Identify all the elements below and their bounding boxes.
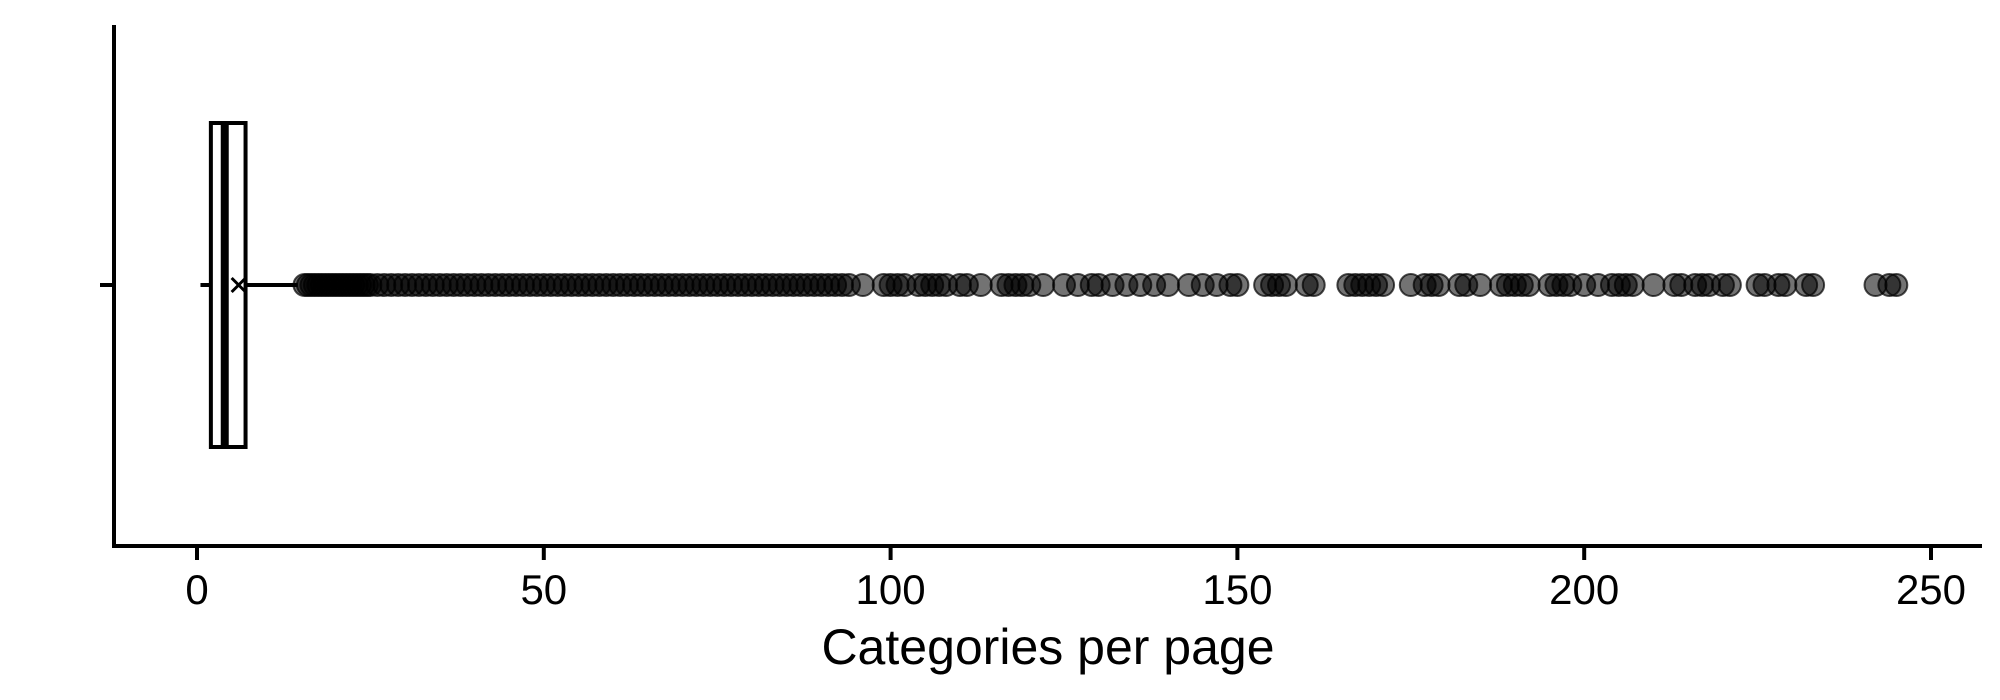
x-tick-label: 0 (185, 566, 208, 613)
outlier-point (1516, 273, 1541, 297)
outlier-point (1620, 273, 1645, 297)
outlier-points (292, 273, 1909, 297)
outlier-point (1156, 273, 1181, 297)
outlier-point (1717, 273, 1742, 297)
x-tick-label: 100 (856, 566, 926, 613)
outlier-point (1801, 273, 1826, 297)
outlier-point (1225, 273, 1250, 297)
outlier-point (968, 273, 993, 297)
outlier-point (1273, 273, 1298, 297)
outlier-point (1468, 273, 1493, 297)
outlier-point (1884, 273, 1909, 297)
x-tick-label: 50 (520, 566, 567, 613)
x-tick-label: 200 (1549, 566, 1619, 613)
outlier-point (850, 273, 875, 297)
outlier-point (1371, 273, 1396, 297)
x-axis-title: Categories per page (821, 619, 1274, 675)
outlier-point (1641, 273, 1666, 297)
axes (100, 25, 1982, 548)
outlier-point (1426, 273, 1451, 297)
outlier-point (1773, 273, 1798, 297)
outlier-point (1031, 273, 1056, 297)
mean-marker (230, 276, 247, 294)
outlier-point (1301, 273, 1326, 297)
x-tick-label: 150 (1202, 566, 1272, 613)
x-tick-label: 250 (1896, 566, 1966, 613)
box (200, 121, 298, 449)
x-ticks: 0 50 100 150 200 250 (185, 546, 1966, 613)
mean-marker-stroke (230, 276, 247, 294)
